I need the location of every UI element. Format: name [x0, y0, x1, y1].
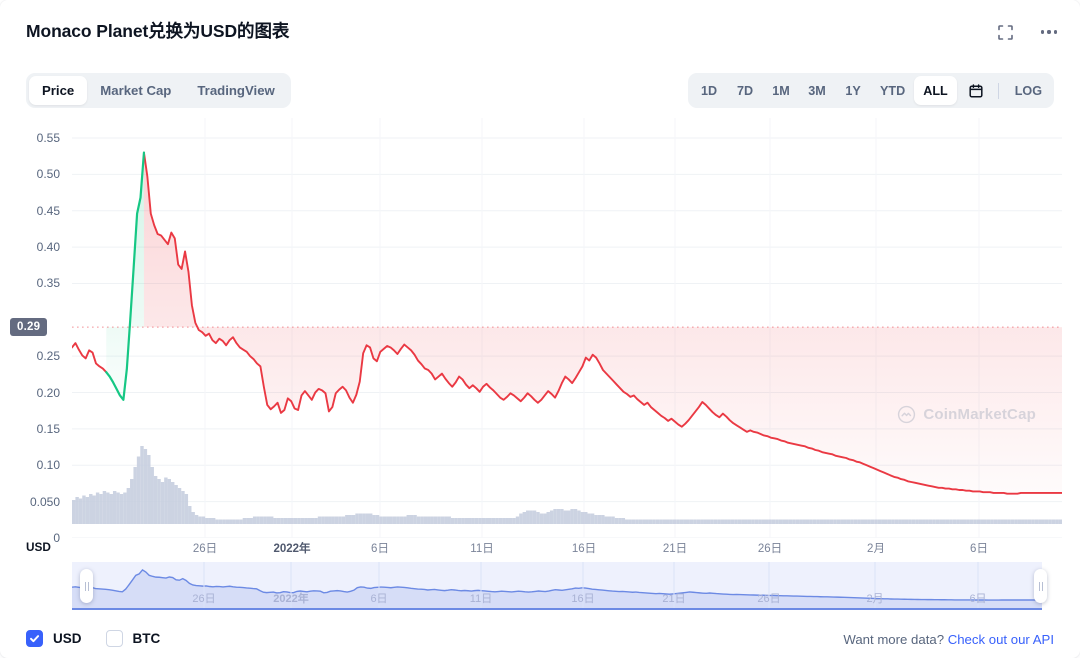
range-1m[interactable]: 1M [772, 83, 790, 98]
volume-bars [72, 446, 1062, 524]
y-axis-tick: 0.40 [36, 240, 60, 255]
legend-label-btc: BTC [132, 631, 161, 646]
y-axis-tick: 0 [53, 531, 60, 545]
price-chart: 0.55 0.50 0.45 0.40 0.35 0.25 0.20 0.15 0.10 0.05… [0, 118, 1080, 545]
x-axis-tick: 6日 [371, 543, 389, 555]
y-axis-tick: 0.050 [29, 494, 60, 509]
x-axis-tick: 16日 [571, 543, 597, 555]
range-ytd[interactable]: YTD [880, 83, 906, 98]
price-line-up [105, 151, 146, 401]
header-actions [994, 21, 1060, 43]
more-data-note: Want more data? Check out our API [843, 632, 1054, 647]
legend-label-usd: USD [53, 631, 82, 646]
navigator-baseline [72, 608, 1042, 610]
log-scale-toggle[interactable]: LOG [1014, 83, 1042, 98]
toolbar-divider [997, 82, 999, 99]
chart-navigator[interactable]: 26日 2022年 6日 11日 16日 21日 26日 2月 6日 [71, 562, 1047, 610]
x-axis-tick: 2022年 [273, 543, 311, 555]
more-icon[interactable] [1038, 21, 1060, 43]
x-axis-tick: 11日 [470, 543, 494, 555]
y-axis-tick: 0.55 [36, 131, 60, 145]
navigator-tick: 2月 [866, 593, 884, 605]
x-axis-tick: 26日 [757, 543, 783, 555]
legend-item-usd[interactable]: USD [26, 630, 82, 647]
range-all[interactable]: ALL [914, 76, 957, 105]
navigator-tick: 26日 [757, 593, 781, 605]
navigator-labels: 26日 2022年 6日 11日 16日 21日 26日 2月 6日 [72, 562, 1042, 610]
y-axis-tick: 0.35 [36, 276, 60, 291]
navigator-tick: 11日 [469, 593, 493, 605]
checkbox-usd[interactable] [26, 630, 43, 647]
x-axis-currency-label: USD [26, 540, 51, 554]
page-title: Monaco Planet兑换为USD的图表 [26, 21, 290, 41]
navigator-tick: 2022年 [273, 593, 309, 605]
calendar-icon[interactable] [961, 76, 991, 105]
x-axis-tick: 26日 [192, 543, 218, 555]
navigator-tick: 26日 [192, 593, 216, 605]
expand-icon[interactable] [994, 21, 1016, 43]
tab-price[interactable]: Price [29, 76, 88, 105]
tab-market-cap[interactable]: Market Cap [100, 83, 172, 98]
chart-toolbar: Price Market Cap TradingView 1D 7D 1M 3M… [0, 70, 1080, 114]
y-axis-tick: 0.50 [36, 167, 60, 182]
x-axis-tick: 6日 [970, 543, 988, 555]
check-icon [30, 635, 40, 643]
x-axis: USD 26日 2022年 6日 11日 16日 21日 26日 2月 6日 [0, 538, 1080, 564]
y-axis-tick: 0.10 [36, 458, 60, 473]
range-7d[interactable]: 7D [736, 83, 754, 98]
y-axis-tick: 0.25 [36, 349, 60, 364]
checkbox-btc[interactable] [105, 630, 123, 647]
y-axis: 0.55 0.50 0.45 0.40 0.35 0.25 0.20 0.15 0.10 0.05… [0, 118, 72, 545]
range-1d[interactable]: 1D [700, 83, 718, 98]
price-area-down [143, 152, 1062, 494]
navigator-handle-left[interactable] [80, 569, 93, 603]
currency-legend: USD BTC [26, 630, 160, 647]
plot-area[interactable]: CoinMarketCap [72, 118, 1062, 538]
navigator-line [71, 569, 1042, 601]
y-axis-tick: 0.15 [36, 421, 60, 436]
navigator-gridlines [203, 562, 979, 610]
range-1y[interactable]: 1Y [845, 83, 861, 98]
legend-item-btc[interactable]: BTC [105, 630, 161, 647]
range-3m[interactable]: 3M [808, 83, 826, 98]
navigator-tick: 6日 [370, 593, 388, 605]
plot-svg [72, 118, 1062, 538]
y-axis-tick: 0.45 [36, 203, 60, 218]
x-axis-tick: 2月 [867, 543, 885, 555]
card-footer: USD BTC Want more data? Check out our AP… [0, 622, 1080, 658]
y-axis-tick: 0.20 [36, 385, 60, 400]
more-data-text: Want more data? [843, 632, 945, 647]
card-header: Monaco Planet兑换为USD的图表 [0, 0, 1080, 62]
price-line-down [72, 151, 1062, 495]
navigator-tick: 16日 [571, 593, 595, 605]
time-range-selector: 1D 7D 1M 3M 1Y YTD ALL LOG [688, 73, 1054, 108]
x-axis-tick: 21日 [662, 543, 688, 555]
current-price-badge: 0.29 [10, 318, 48, 337]
api-link[interactable]: Check out our API [947, 632, 1054, 647]
tab-tradingview[interactable]: TradingView [197, 83, 275, 98]
chart-type-tabs: Price Market Cap TradingView [26, 73, 291, 108]
navigator-tick: 21日 [662, 593, 686, 605]
navigator-svg [71, 562, 1042, 610]
navigator-tick: 6日 [969, 593, 987, 605]
price-area-up [106, 152, 144, 400]
navigator-handle-right[interactable] [1034, 569, 1047, 603]
